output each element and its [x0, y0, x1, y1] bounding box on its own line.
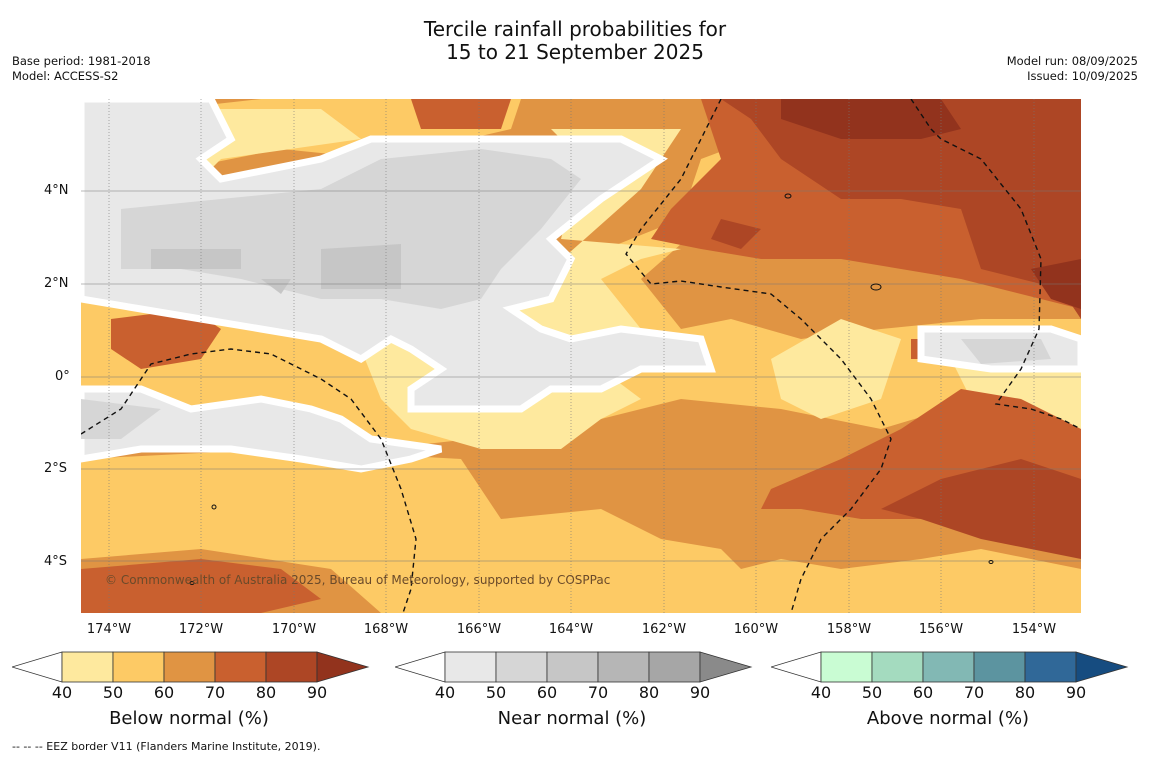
colorbar-swatch — [1024, 651, 1077, 683]
colorbar-swatch — [265, 651, 318, 683]
title-line-1: Tercile rainfall probabilities for — [423, 17, 727, 41]
colorbar-extend-high — [699, 651, 753, 683]
lon-label: 162°W — [641, 622, 687, 637]
base-period-text: Base period: 1981-2018 — [12, 54, 151, 68]
lon-label: 154°W — [1011, 622, 1057, 637]
colorbar-tick: 40 — [51, 683, 73, 702]
colorbar-tick: 50 — [102, 683, 124, 702]
colorbar-swatch — [112, 651, 165, 683]
island-marker — [988, 560, 994, 564]
colorbar-tick: 50 — [485, 683, 507, 702]
colorbar-swatch — [973, 651, 1026, 683]
colorbar-extend-high — [316, 651, 370, 683]
meta-left: Base period: 1981-2018 Model: ACCESS-S2 — [12, 54, 151, 84]
region-below-40-50 — [81, 109, 1081, 469]
colorbar-tick: 80 — [638, 683, 660, 702]
lat-label-4n: 4°N — [44, 183, 69, 198]
island-outlines — [189, 193, 994, 585]
model-text: Model: ACCESS-S2 — [12, 69, 119, 83]
eez-borders — [81, 99, 1081, 613]
rainfall-map: © Commonwealth of Australia 2025, Bureau… — [81, 99, 1081, 613]
colorbar-swatch — [61, 651, 114, 683]
lat-label-4s: 4°S — [44, 554, 68, 569]
lon-label: 170°W — [271, 622, 317, 637]
colorbar-tick: 70 — [587, 683, 609, 702]
lon-label: 172°W — [178, 622, 224, 637]
region-below-90-plus — [781, 99, 1081, 309]
copyright-text: © Commonwealth of Australia 2025, Bureau… — [105, 573, 610, 587]
colorbar-title-below: Below normal (%) — [109, 708, 269, 729]
colorbar-tick: 40 — [810, 683, 832, 702]
colorbar-swatch — [546, 651, 599, 683]
colorbar-swatch — [495, 651, 548, 683]
lat-label-equator: 0° — [55, 369, 70, 384]
colorbar-title-above: Above normal (%) — [866, 708, 1030, 729]
colorbar-extend-high — [1075, 651, 1129, 683]
colorbar-tick: 60 — [153, 683, 175, 702]
colorbar-extend-low — [395, 651, 446, 683]
region-below-80-90 — [711, 99, 1081, 559]
colorbar-swatch — [444, 651, 497, 683]
colorbar-swatch — [922, 651, 975, 683]
island-marker — [870, 283, 882, 291]
colorbar-swatch — [163, 651, 216, 683]
colorbar-below — [12, 651, 370, 683]
colorbar-extend-low — [771, 651, 822, 683]
lon-label: 156°W — [918, 622, 964, 637]
issued-text: Issued: 10/09/2025 — [1027, 69, 1138, 83]
chart-title: Tercile rainfall probabilities for 15 to… — [0, 18, 1150, 64]
island-marker — [211, 504, 217, 510]
colorbar-tick: 70 — [963, 683, 985, 702]
colorbar-tick: 50 — [861, 683, 883, 702]
colorbar-tick: 60 — [912, 683, 934, 702]
colorbar-swatch — [648, 651, 701, 683]
lat-label-2s: 2°S — [44, 461, 68, 476]
meta-right: Model run: 08/09/2025 Issued: 10/09/2025 — [1007, 54, 1138, 84]
colorbar-tick: 90 — [1065, 683, 1087, 702]
region-near-50-60 — [81, 149, 1051, 439]
colorbar-swatch — [214, 651, 267, 683]
colorbar-swatch — [820, 651, 873, 683]
colorbar-tick: 90 — [306, 683, 328, 702]
colorbar-swatch — [871, 651, 924, 683]
colorbar-extend-low — [12, 651, 63, 683]
lon-label: 168°W — [363, 622, 409, 637]
island-marker — [189, 581, 195, 585]
region-below-70-80 — [81, 99, 1081, 613]
region-near-60-70 — [151, 244, 401, 294]
title-line-2: 15 to 21 September 2025 — [446, 40, 704, 64]
map-gridlines — [81, 99, 1081, 613]
colorbar-tick: 80 — [1014, 683, 1036, 702]
model-run-text: Model run: 08/09/2025 — [1006, 54, 1138, 68]
lon-label: 174°W — [86, 622, 132, 637]
colorbar-tick: 70 — [204, 683, 226, 702]
colorbar-tick: 60 — [536, 683, 558, 702]
lat-label-2n: 2°N — [44, 276, 69, 291]
colorbar-title-near: Near normal (%) — [497, 708, 647, 729]
eez-legend-footer: -- -- -- EEZ border V11 (Flanders Marine… — [12, 740, 321, 753]
colorbar-near — [395, 651, 753, 683]
colorbar-swatch — [597, 651, 650, 683]
colorbar-tick: 80 — [255, 683, 277, 702]
colorbar-tick: 90 — [689, 683, 711, 702]
colorbar-tick: 40 — [434, 683, 456, 702]
colorbar-above — [771, 651, 1129, 683]
lon-label: 166°W — [456, 622, 502, 637]
lon-label: 160°W — [733, 622, 779, 637]
island-marker — [784, 193, 792, 199]
lon-label: 164°W — [548, 622, 594, 637]
lon-label: 158°W — [826, 622, 872, 637]
